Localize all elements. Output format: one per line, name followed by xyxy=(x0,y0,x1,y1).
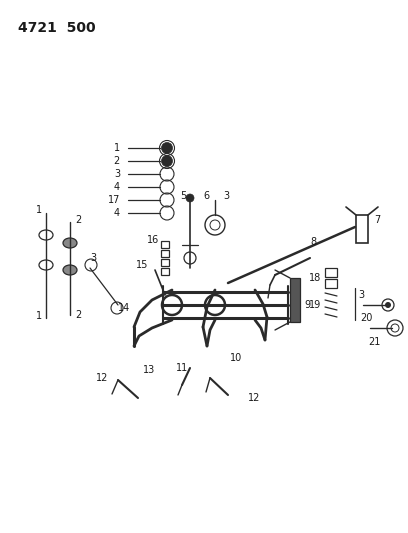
Circle shape xyxy=(186,194,194,202)
Text: 4721  500: 4721 500 xyxy=(18,21,95,35)
Text: 3: 3 xyxy=(90,253,96,263)
Text: 11: 11 xyxy=(176,363,188,373)
Text: 4: 4 xyxy=(114,182,120,192)
Text: 8: 8 xyxy=(310,237,316,247)
Text: 10: 10 xyxy=(230,353,242,363)
Circle shape xyxy=(162,142,173,154)
Text: 2: 2 xyxy=(75,215,81,225)
Text: 13: 13 xyxy=(143,365,155,375)
Bar xyxy=(356,215,368,243)
Text: 12: 12 xyxy=(95,373,108,383)
Text: 5: 5 xyxy=(180,191,186,201)
Text: 3: 3 xyxy=(223,191,229,201)
Text: 9: 9 xyxy=(304,300,310,310)
Text: 21: 21 xyxy=(368,337,380,347)
Text: 6: 6 xyxy=(204,191,210,201)
Bar xyxy=(325,279,337,288)
Text: 2: 2 xyxy=(114,156,120,166)
Text: 17: 17 xyxy=(108,195,120,205)
Text: 2: 2 xyxy=(75,310,81,320)
Bar xyxy=(161,268,169,275)
Text: 14: 14 xyxy=(118,303,130,313)
Bar xyxy=(161,241,169,248)
Text: 16: 16 xyxy=(147,235,159,245)
Text: 19: 19 xyxy=(309,300,321,310)
Text: 12: 12 xyxy=(248,393,260,403)
Bar xyxy=(161,250,169,257)
Bar xyxy=(325,268,337,277)
Text: 1: 1 xyxy=(114,143,120,153)
Circle shape xyxy=(385,302,391,308)
Bar xyxy=(290,278,300,322)
Bar xyxy=(161,259,169,266)
Text: 20: 20 xyxy=(360,313,373,323)
Text: 1: 1 xyxy=(36,311,42,321)
Text: 3: 3 xyxy=(358,290,364,300)
Text: 18: 18 xyxy=(309,273,321,283)
Circle shape xyxy=(162,156,173,166)
Ellipse shape xyxy=(63,238,77,248)
Text: 1: 1 xyxy=(36,205,42,215)
Text: 15: 15 xyxy=(135,260,148,270)
Ellipse shape xyxy=(63,265,77,275)
Text: 7: 7 xyxy=(374,215,380,225)
Text: 4: 4 xyxy=(114,208,120,218)
Text: 3: 3 xyxy=(114,169,120,179)
